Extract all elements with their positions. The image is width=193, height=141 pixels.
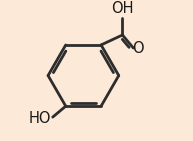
Text: HO: HO [28,111,51,126]
Text: O: O [133,40,144,56]
Text: OH: OH [111,1,134,16]
